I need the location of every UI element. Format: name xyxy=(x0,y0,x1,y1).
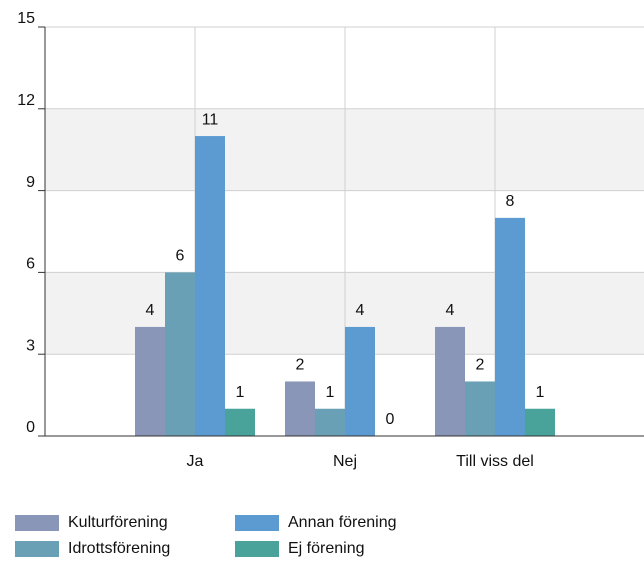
bar xyxy=(195,136,225,437)
x-tick-label: Till viss del xyxy=(456,453,534,470)
y-tick-label: 15 xyxy=(17,10,35,27)
value-label: 2 xyxy=(296,357,305,374)
y-tick-label: 0 xyxy=(26,419,35,436)
bar xyxy=(525,408,555,436)
legend-swatch xyxy=(15,541,59,557)
bar xyxy=(285,381,315,436)
value-label: 4 xyxy=(356,302,365,319)
legend-label: Ej förening xyxy=(288,540,365,557)
bar xyxy=(315,408,345,436)
x-tick-label: Nej xyxy=(333,453,357,470)
legend-swatch xyxy=(15,515,59,531)
bar xyxy=(495,217,525,436)
value-label: 1 xyxy=(536,384,545,401)
legend-swatch xyxy=(235,541,279,557)
legend-label: Idrottsförening xyxy=(68,540,170,557)
value-label: 1 xyxy=(326,384,335,401)
value-label: 6 xyxy=(176,248,185,265)
y-tick-label: 3 xyxy=(26,337,35,354)
bar xyxy=(135,326,165,436)
bar xyxy=(165,272,195,436)
y-tick-label: 6 xyxy=(26,256,35,273)
value-label: 0 xyxy=(386,411,395,428)
y-tick-label: 9 xyxy=(26,174,35,191)
x-tick-label: Ja xyxy=(187,453,204,470)
value-label: 4 xyxy=(446,302,455,319)
bar xyxy=(225,408,255,436)
y-tick-label: 12 xyxy=(17,92,35,109)
legend-label: Annan förening xyxy=(288,514,397,531)
bar xyxy=(465,381,495,436)
value-label: 11 xyxy=(202,111,219,128)
legend-swatch xyxy=(235,515,279,531)
legend-label: Kulturförening xyxy=(68,514,168,531)
value-label: 2 xyxy=(476,357,485,374)
value-label: 1 xyxy=(236,384,245,401)
value-label: 4 xyxy=(146,302,155,319)
bar xyxy=(345,326,375,436)
bar xyxy=(435,326,465,436)
value-label: 8 xyxy=(506,193,515,210)
